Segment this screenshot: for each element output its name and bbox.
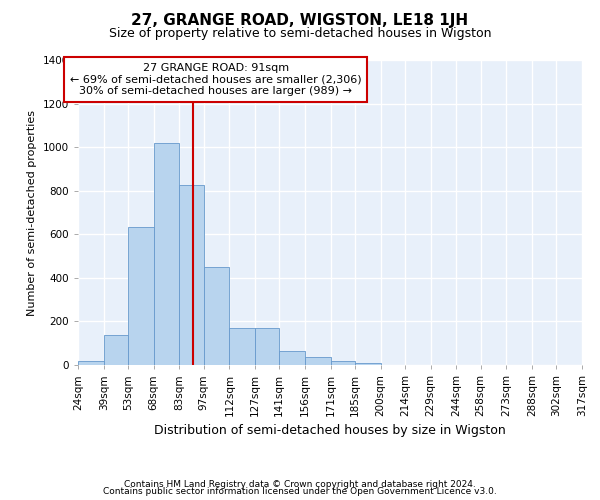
Bar (331, 360, 355, 365)
Text: Contains public sector information licensed under the Open Government Licence v3: Contains public sector information licen… (103, 487, 497, 496)
X-axis label: Distribution of semi-detached houses by size in Wigston: Distribution of semi-detached houses by … (154, 424, 506, 438)
Bar (78, 360, 104, 365)
Text: 27, GRANGE ROAD, WIGSTON, LE18 1JH: 27, GRANGE ROAD, WIGSTON, LE18 1JH (131, 12, 469, 28)
Bar (179, 186, 203, 365)
Bar (279, 351, 305, 365)
Bar (203, 267, 229, 365)
Text: Size of property relative to semi-detached houses in Wigston: Size of property relative to semi-detach… (109, 28, 491, 40)
Bar (128, 226, 154, 365)
Bar (229, 328, 255, 365)
Text: Contains HM Land Registry data © Crown copyright and database right 2024.: Contains HM Land Registry data © Crown c… (124, 480, 476, 489)
Text: 27 GRANGE ROAD: 91sqm
← 69% of semi-detached houses are smaller (2,306)
30% of s: 27 GRANGE ROAD: 91sqm ← 69% of semi-deta… (70, 63, 361, 96)
Y-axis label: Number of semi-detached properties: Number of semi-detached properties (27, 110, 37, 316)
Bar (104, 334, 128, 365)
Bar (305, 356, 331, 365)
Bar (355, 363, 381, 365)
Bar (154, 143, 179, 365)
Bar (255, 328, 279, 365)
